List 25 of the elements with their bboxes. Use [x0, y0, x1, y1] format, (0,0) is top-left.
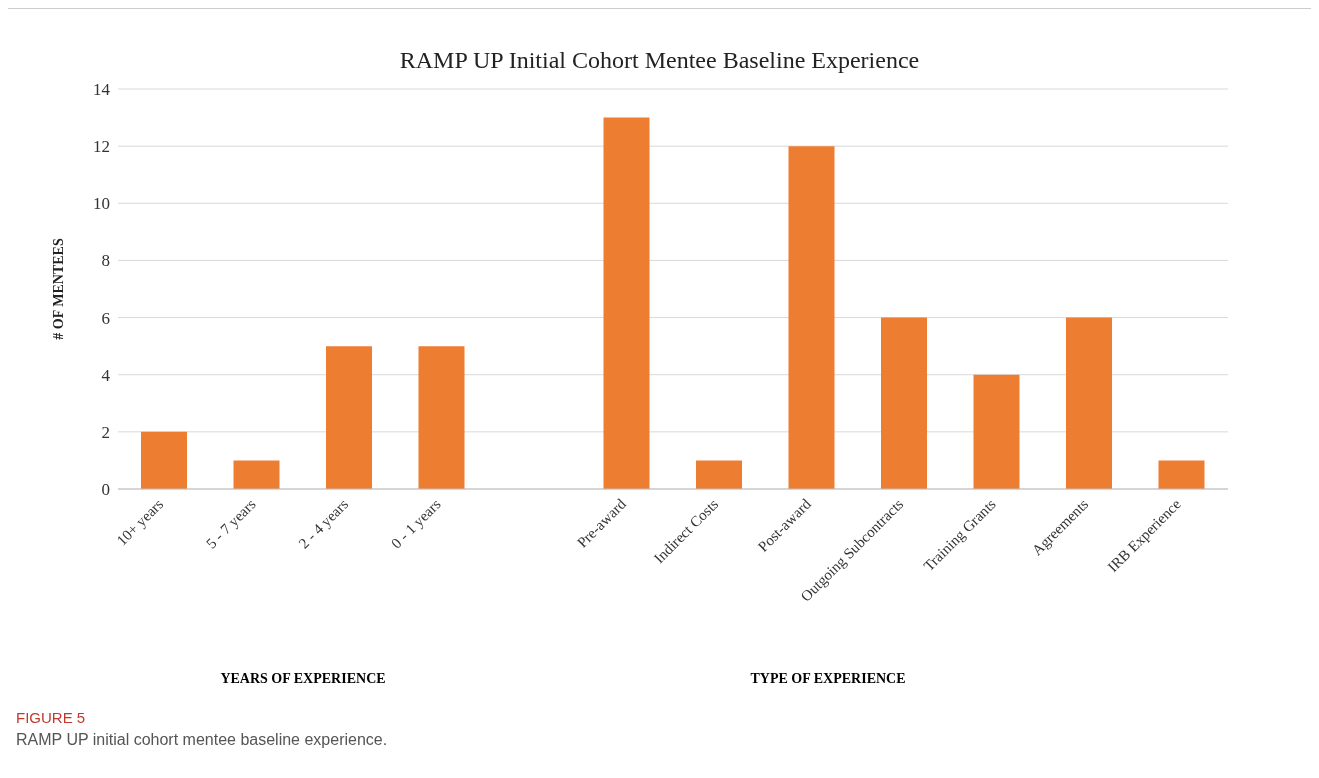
bar: [973, 374, 1020, 489]
bar: [233, 460, 280, 489]
bar: [141, 431, 187, 489]
y-tick-label: 12: [93, 137, 110, 157]
y-tick-label: 6: [101, 308, 110, 328]
y-axis-title: # OF MENTEES: [50, 238, 66, 340]
caption: FIGURE 5: [16, 709, 86, 726]
text: TYPE OF EXPERIENCE: [749, 671, 907, 687]
bar: [1158, 460, 1205, 489]
y-tick-label: 14: [93, 80, 111, 100]
bar: [788, 146, 835, 489]
y-tick-label: 10: [93, 194, 110, 214]
text: YEARS OF EXPERIENCE: [219, 671, 387, 687]
bar: [1066, 317, 1112, 489]
y-tick-label: 0: [101, 480, 110, 500]
y-tick-label: 8: [101, 251, 110, 271]
y-tick-label: 4: [101, 365, 111, 385]
chart-title: RAMP UP Initial Cohort Mentee Baseline Experience: [398, 47, 921, 74]
text: RAMP UP initial cohort mentee baseline experience.: [16, 731, 388, 749]
bar: [696, 460, 742, 489]
bar: [326, 346, 372, 489]
bar: [881, 317, 927, 489]
bar: [603, 117, 650, 489]
bar: [418, 346, 465, 489]
y-tick-label: 2: [101, 422, 110, 442]
